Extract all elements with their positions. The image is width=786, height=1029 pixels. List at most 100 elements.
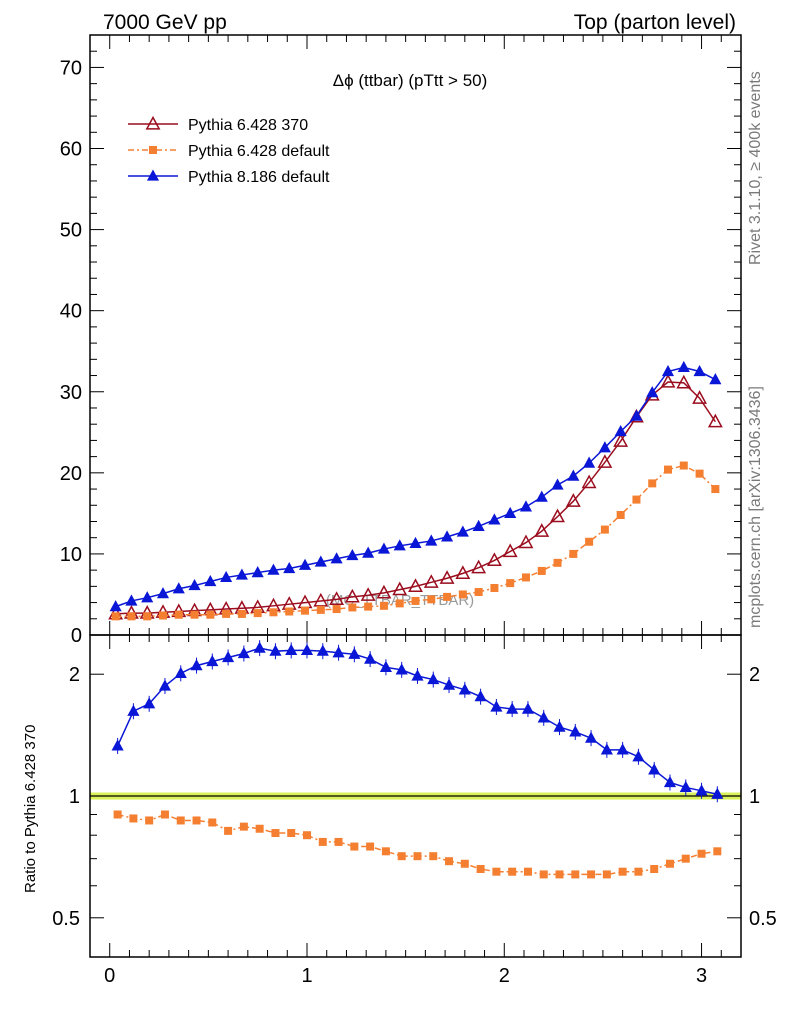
ratio-data-point <box>253 641 266 653</box>
ratio-data-point <box>303 831 311 840</box>
data-point <box>521 573 530 582</box>
series-1 <box>111 461 720 621</box>
series-line <box>115 464 716 618</box>
ratio-data-point <box>334 837 343 846</box>
ratio-data-point <box>395 663 408 675</box>
ratio-data-point <box>381 847 390 856</box>
ratio-data-point <box>158 679 172 691</box>
data-point <box>267 563 280 575</box>
data-point <box>472 519 485 531</box>
ratio-data-point <box>506 702 519 714</box>
data-point <box>581 474 597 489</box>
ratio-data-point <box>348 647 361 659</box>
data-point <box>346 548 359 561</box>
ratio-data-point <box>492 867 501 876</box>
data-point <box>316 605 325 614</box>
data-point <box>141 591 154 603</box>
ratio-data-point <box>508 867 517 876</box>
ratio-series-line <box>117 813 718 876</box>
ratio-data-point <box>460 859 469 868</box>
ratio-data-point <box>445 857 454 866</box>
data-point <box>204 574 217 587</box>
data-point <box>439 570 455 584</box>
legend-marker <box>149 146 157 154</box>
mcplots-label: mcplots.cern.ch [arXiv:1306.3436] <box>747 386 764 628</box>
x-tick-label: 2 <box>499 965 510 987</box>
ratio-y-tick-label: 0.5 <box>52 908 80 930</box>
data-point <box>679 461 688 470</box>
y-tick-label: 30 <box>60 382 82 404</box>
data-point <box>709 373 722 385</box>
data-point <box>585 537 594 546</box>
data-point <box>251 566 264 578</box>
data-point <box>474 588 483 597</box>
data-point <box>518 534 534 549</box>
ratio-data-point <box>224 826 233 835</box>
data-point <box>206 610 215 619</box>
data-point <box>285 607 294 616</box>
data-point <box>125 594 138 606</box>
data-point <box>600 525 609 534</box>
ratio-data-point <box>632 750 645 762</box>
ratio-data-point <box>364 652 377 664</box>
data-point <box>502 543 518 558</box>
data-point <box>301 606 310 615</box>
ratio-y-tick-label-right: 1 <box>749 786 760 808</box>
data-point <box>348 603 357 612</box>
data-point <box>425 534 438 546</box>
ratio-data-point <box>711 787 724 799</box>
data-point <box>330 552 343 564</box>
ratio-data-point <box>429 852 438 861</box>
ratio-data-point <box>695 784 708 796</box>
data-point <box>360 587 376 601</box>
x-tick-label: 0 <box>104 965 115 987</box>
data-point <box>427 595 436 604</box>
data-point <box>553 558 562 567</box>
ratio-data-point <box>585 731 598 743</box>
legend-label: Pythia 8.186 default <box>188 169 330 186</box>
data-point <box>486 552 502 567</box>
ratio-y-tick-label-right: 0.5 <box>749 908 777 930</box>
ratio-data-point <box>650 865 659 874</box>
data-point <box>707 413 723 428</box>
ratio-data-point <box>237 646 250 659</box>
data-point <box>551 478 564 490</box>
legend-marker <box>146 169 160 181</box>
data-point <box>677 360 690 373</box>
ratio-data-point <box>616 743 629 755</box>
ratio-data-point <box>269 644 282 656</box>
ratio-data-point <box>413 852 422 861</box>
ratio-data-point <box>553 720 566 732</box>
data-point <box>646 386 659 398</box>
y-tick-label: 20 <box>60 463 82 485</box>
data-point <box>613 433 629 447</box>
y-tick-label: 60 <box>60 139 82 161</box>
ratio-data-point <box>143 697 156 709</box>
data-point <box>332 605 341 614</box>
data-point <box>313 592 329 607</box>
ratio-y-tick-label-right: 2 <box>749 664 760 686</box>
data-point <box>583 456 596 468</box>
data-point <box>614 424 627 437</box>
header-left: 7000 GeV pp <box>103 11 227 34</box>
data-point <box>222 609 231 618</box>
data-point <box>455 565 471 580</box>
data-point <box>693 364 706 377</box>
data-point <box>534 523 550 537</box>
ratio-plot: 0.5 0.5 1 1 2 2 0 1 2 3 <box>52 634 777 987</box>
data-point <box>174 610 183 619</box>
data-point <box>456 525 469 537</box>
y-tick-label: 50 <box>60 220 82 242</box>
legend: Pythia 6.428 370 Pythia 6.428 default Pyth… <box>128 115 330 186</box>
legend-label: Pythia 6.428 default <box>188 143 330 160</box>
data-point <box>253 609 262 618</box>
data-point <box>377 542 391 554</box>
ratio-data-point <box>208 818 217 827</box>
ratio-data-point <box>318 837 327 846</box>
data-point <box>411 596 420 605</box>
series-0 <box>108 373 723 620</box>
ratio-data-point <box>316 644 329 656</box>
data-point <box>661 364 675 377</box>
rivet-label: Rivet 3.1.10, ≥ 400k events <box>747 71 764 265</box>
data-point <box>376 584 392 599</box>
